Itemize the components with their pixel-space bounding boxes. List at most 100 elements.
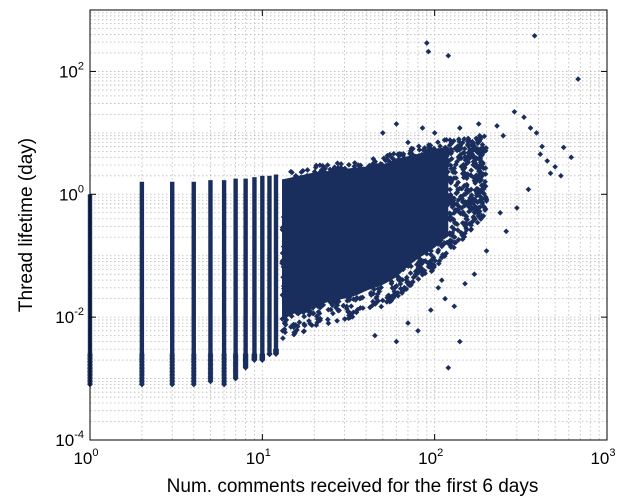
data-point [251,357,258,363]
data-point [280,335,286,342]
data-point [427,156,434,163]
data-point [430,215,437,222]
data-point [360,305,366,311]
data-point [476,132,483,139]
data-point [479,144,486,151]
data-point [285,248,292,255]
data-point [544,158,551,164]
data-point [393,338,400,345]
data-point [378,220,385,227]
data-point [451,303,458,310]
data-point [406,203,413,210]
data-point [478,198,485,205]
data-point [387,261,394,268]
data-point [475,204,482,211]
data-point [475,210,481,217]
data-point [279,292,286,298]
data-point [471,271,478,278]
data-point [356,177,363,184]
data-point [287,266,294,273]
data-point [394,196,400,203]
data-point [497,209,504,216]
data-point [328,256,335,262]
data-point [347,236,354,243]
data-point [379,202,386,209]
data-point [339,223,346,230]
data-point [415,143,422,150]
data-point [190,381,197,388]
data-point [413,163,420,170]
data-point [347,196,353,202]
data-point [405,191,411,198]
data-point [391,203,398,210]
x-tick-exponent: 1 [265,447,271,459]
data-point [320,266,327,273]
data-point [330,180,337,187]
data-point [242,364,249,371]
data-point [281,238,288,244]
data-point [450,197,457,204]
data-point [303,198,310,204]
data-point [378,196,385,203]
data-point [353,196,360,203]
data-point [385,222,392,228]
data-point [393,209,399,215]
data-point [353,278,360,285]
data-point [393,217,400,224]
data-point [448,211,454,218]
data-point [364,204,370,210]
data-point [438,168,445,175]
data-point [370,257,376,264]
data-point [359,195,366,201]
data-point [414,194,421,200]
data-point [302,245,308,252]
data-point [451,219,458,225]
data-point [281,320,288,327]
data-point [552,163,558,170]
data-point [364,242,370,248]
data-point [300,227,306,234]
data-column [260,175,265,355]
data-point [326,215,333,221]
data-point [345,267,352,273]
data-point [384,249,390,256]
data-point [463,216,470,222]
data-point [427,148,434,155]
data-point [361,184,368,190]
data-point [447,162,454,169]
data-point [400,219,407,226]
data-point [407,270,414,276]
data-point [413,190,420,196]
data-point [410,221,417,228]
data-point [397,167,404,174]
data-point [371,234,378,241]
data-point [404,247,410,254]
data-point [308,219,314,226]
data-point [395,151,401,158]
data-point [334,222,341,229]
data-point [438,185,444,192]
data-point [306,212,313,219]
data-point [327,166,333,173]
data-point [311,168,318,175]
data-point [405,320,411,326]
data-point [359,222,366,229]
data-point [456,125,463,131]
data-point [427,201,434,208]
data-point [318,301,324,308]
data-point [338,284,345,291]
data-point [418,204,424,210]
data-point [465,135,472,142]
data-point [361,172,367,179]
data-point [349,172,356,179]
data-point [296,252,303,259]
data-point [318,167,325,173]
data-point [379,297,386,304]
data-point [464,160,470,167]
data-point [416,146,423,153]
data-point [418,226,424,233]
data-point [338,249,344,256]
data-point [290,177,296,184]
data-point [365,268,371,275]
data-point [455,208,462,215]
